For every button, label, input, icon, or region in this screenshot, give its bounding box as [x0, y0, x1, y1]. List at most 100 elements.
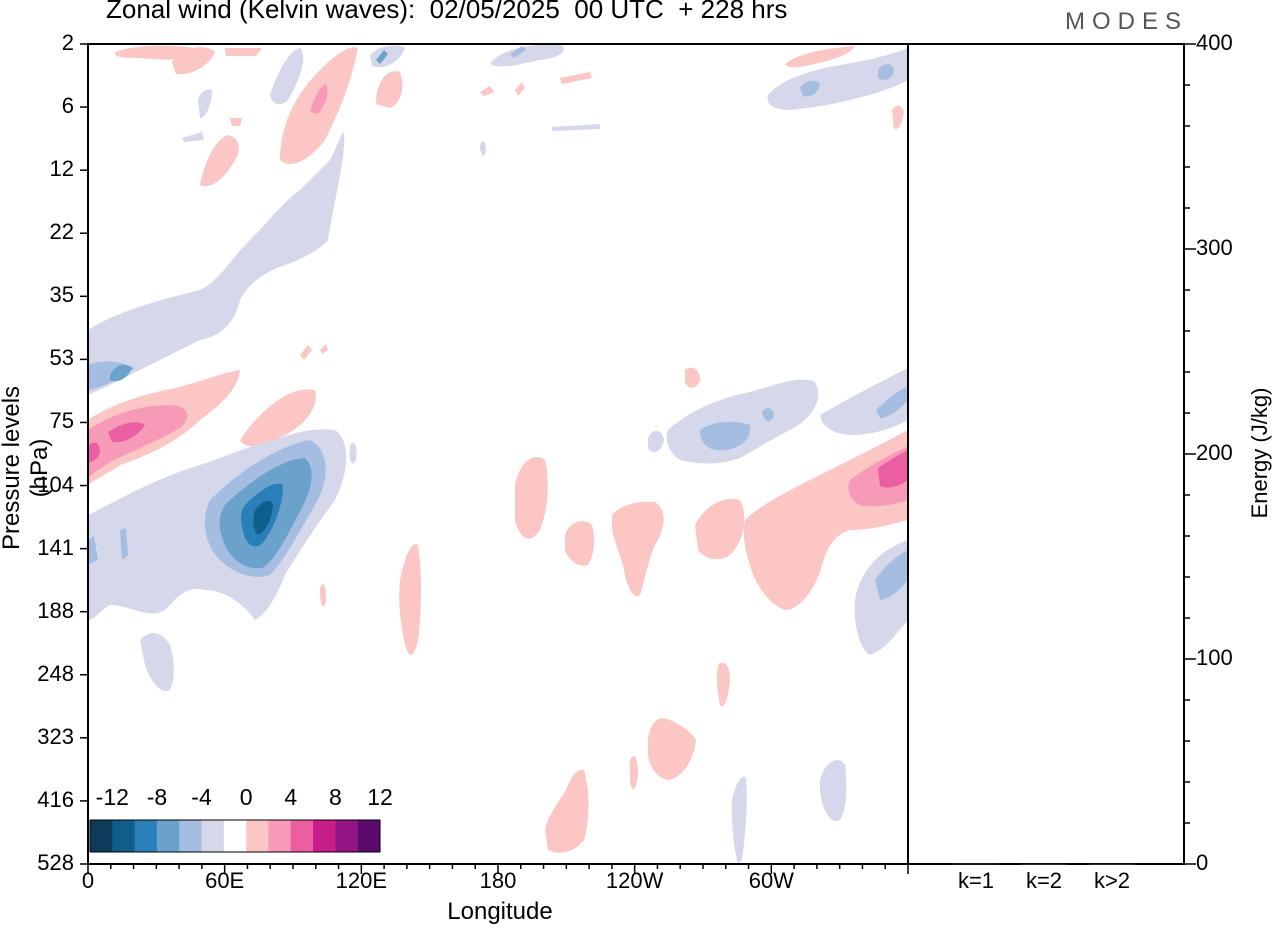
energy-axis-title: Energy (J/kg) [1247, 387, 1272, 519]
energy-tick-label: 100 [1196, 645, 1233, 670]
y-tick-label: 6 [61, 93, 74, 119]
field-pos-tropo-core2 [88, 442, 100, 462]
field-neg-strat-3 [198, 89, 212, 118]
x-tick-label: 60W [748, 868, 794, 893]
x-tick-label: 180 [479, 868, 517, 893]
field-neg-cell-1-core2 [762, 408, 774, 421]
field-neg-right-tropo [820, 368, 908, 435]
field-pos-strat-4 [230, 118, 242, 126]
field-neg-top-1 [270, 48, 304, 105]
field-neg-top-2-core [376, 50, 388, 64]
field-pos-tropo-4 [320, 344, 328, 354]
field-pos-cell-9 [648, 718, 696, 780]
y-tick-label: 53 [49, 345, 74, 371]
y-tick-label: 22 [49, 219, 74, 245]
field-pos-tropo-3 [300, 345, 312, 360]
y-tick-label: 323 [37, 723, 74, 749]
field-neg-right-ut-core [875, 550, 908, 600]
colorbar-swatch [313, 820, 336, 852]
energy-category-label: k=2 [1025, 868, 1063, 893]
field-pos-strat-3 [376, 71, 403, 108]
field-neg-strat-band-core2 [110, 364, 132, 382]
field-pos-tropo-core [88, 405, 188, 478]
energy-tick-label: 300 [1196, 235, 1233, 260]
field-pos-cell-6 [695, 498, 745, 560]
field-pos-tropo-band-2 [240, 389, 316, 447]
field-neg-top-3 [490, 44, 564, 67]
y-tick-label: 35 [49, 282, 74, 308]
field-pos-right-strat-2 [892, 105, 904, 130]
colorbar-swatch [179, 820, 203, 852]
field-pos-strat-2 [200, 135, 239, 187]
wind-field [88, 44, 908, 864]
field-pos-right-core2 [878, 450, 908, 488]
colorbar-swatch [290, 820, 314, 852]
y-tick-label: 141 [37, 534, 74, 560]
field-pos-cell-4 [565, 521, 595, 566]
y-tick-label: 416 [37, 786, 74, 812]
field-neg-ut-band-4 [253, 500, 273, 535]
colorbar-swatch [90, 820, 113, 852]
colorbar-label: 4 [284, 784, 298, 810]
y-tick-label: 12 [49, 156, 74, 182]
energy-bar [1021, 863, 1067, 865]
colorbar-swatch [223, 820, 247, 852]
energy-bars [953, 863, 1135, 865]
y-tick-label: 528 [37, 850, 74, 875]
colorbar-swatch [357, 820, 381, 852]
colorbar-swatch [134, 820, 158, 852]
field-pos-cell-1 [399, 544, 421, 655]
field-neg-right-strat-core [800, 80, 820, 97]
x-axis-title: Longitude [447, 898, 553, 925]
energy-tick-label: 200 [1196, 440, 1233, 465]
field-neg-ut-8 [349, 443, 357, 464]
field-neg-top-4 [552, 124, 600, 131]
colorbar-swatch [112, 820, 136, 852]
x-tick-label: 120E [335, 868, 388, 893]
y-tick-label: 188 [37, 597, 74, 623]
field-pos-right-strat [785, 46, 855, 68]
field-neg-top-5 [480, 141, 486, 156]
y-tick-label: 104 [37, 471, 74, 497]
x-tick-label: 60E [205, 868, 245, 893]
colorbar-label: 8 [328, 784, 342, 810]
field-pos-cell-5 [612, 501, 664, 597]
colorbar-swatch [268, 820, 292, 852]
field-pos-cell-10 [630, 756, 638, 790]
field-pos-top-3 [225, 48, 262, 56]
field-neg-strat-band [88, 132, 345, 395]
field-neg-right-strat-core2 [878, 64, 894, 80]
field-pos-cell-7 [685, 367, 700, 388]
y-tick-label: 248 [37, 660, 74, 686]
x-tick-label: 120W [605, 868, 664, 893]
colorbar-label: 12 [367, 784, 393, 810]
y-tick-label: 2 [61, 30, 74, 55]
field-pos-cell-11 [545, 769, 589, 853]
field-pos-tropo-core3 [108, 422, 145, 443]
field-pos-cell-2 [320, 584, 326, 607]
colorbar-frame [89, 819, 381, 853]
colorbar-label: 0 [239, 784, 253, 810]
colorbar-swatch [156, 820, 180, 852]
field-neg-ut-7 [120, 528, 128, 560]
field-pos-cell-8 [716, 662, 730, 707]
field-neg-right-tropo-core [876, 386, 908, 418]
field-pos-top-2 [172, 47, 215, 75]
field-neg-strat-2 [182, 132, 204, 142]
field-pos-top-5 [480, 86, 494, 96]
field-neg-ut-5 [140, 633, 174, 691]
field-neg-cell-4 [731, 776, 747, 864]
colorbar-swatch [246, 820, 269, 852]
colorbar [89, 819, 381, 853]
colorbar-label: -12 [95, 784, 129, 810]
energy-bar [1089, 863, 1135, 865]
y-tick-label: 75 [49, 408, 74, 434]
colorbar-swatch [335, 820, 359, 852]
field-pos-cell-3 [515, 457, 548, 539]
energy-bar [953, 863, 999, 865]
energy-category-label: k=1 [957, 868, 995, 893]
x-tick-label: 0 [81, 868, 95, 893]
field-neg-cell-3 [820, 760, 847, 821]
field-neg-top-3-core [510, 46, 526, 58]
